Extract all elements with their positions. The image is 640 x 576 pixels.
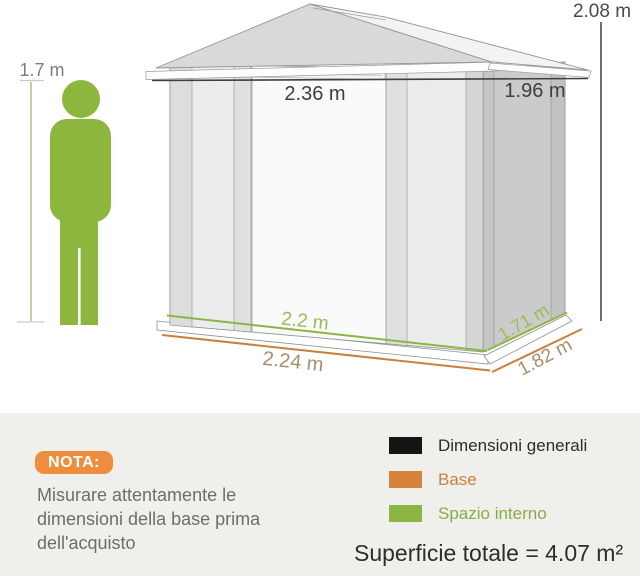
info-panel: NOTA: Misurare attentamente le dimension… [0, 413, 640, 576]
note-badge: NOTA: [35, 451, 113, 474]
shed-foundation [156, 314, 573, 365]
legend: Dimensioni generali Base Spazio interno [389, 435, 588, 539]
inner-color-swatch [389, 505, 422, 522]
overall-color-swatch [389, 437, 422, 454]
legend-row-overall: Dimensioni generali [389, 435, 588, 455]
overall-height-label: 2.08 m [573, 1, 631, 22]
person-height-label: 1.7 m [19, 60, 64, 80]
legend-label-base: Base [438, 469, 477, 489]
overall-depth-label: 1.96 m [504, 80, 565, 102]
base-color-swatch [389, 471, 422, 488]
shed-walls [169, 61, 566, 353]
legend-label-inner: Spazio interno [438, 503, 547, 523]
person-icon [50, 80, 111, 325]
shed-roof [145, 3, 592, 80]
legend-row-inner: Spazio interno [389, 503, 587, 523]
note-text: Misurare attentamente le dimensioni dell… [37, 485, 261, 553]
overall-width-label: 2.36 m [284, 83, 345, 105]
legend-label-overall: Dimensioni generali [438, 435, 588, 455]
shed-diagram: 1.7 m [17, 1, 631, 380]
dimension-lines [151, 22, 602, 373]
legend-row-base: Base [389, 469, 587, 489]
person-measure-line [17, 79, 44, 323]
total-area-label: Superficie totale = 4.07 m² [354, 540, 624, 566]
inner-width-label: 2.2 m [280, 308, 330, 334]
